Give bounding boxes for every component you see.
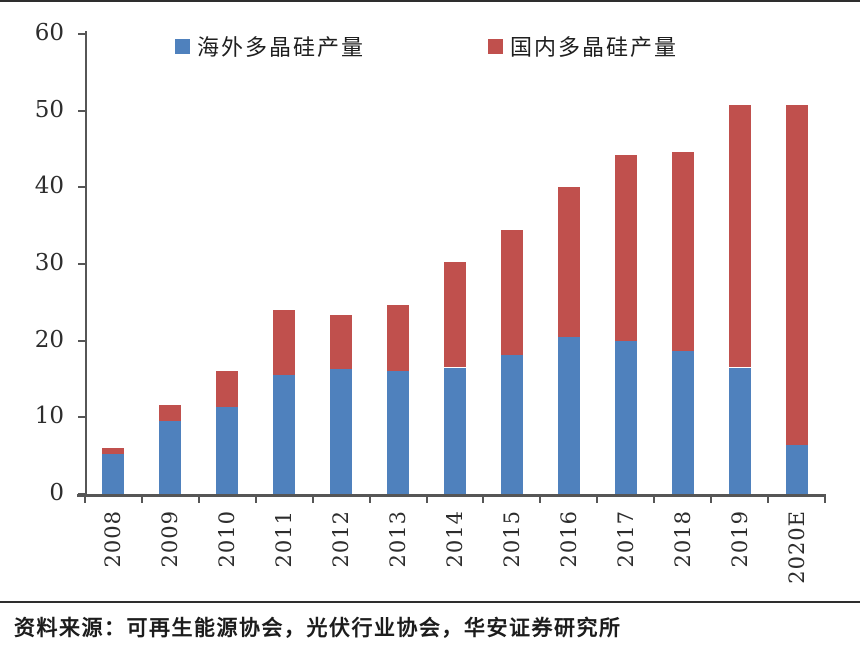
x-axis-label-2009: 2009 — [158, 510, 183, 568]
bar-2019-domestic — [728, 105, 751, 368]
bar-2011-overseas — [273, 375, 296, 494]
bar-2017-domestic — [614, 155, 637, 342]
bar-2014-overseas — [444, 367, 466, 494]
legend-entry-domestic: 国内多晶硅产量 — [488, 30, 678, 62]
bar-2010-domestic — [216, 371, 239, 408]
bar-2009-domestic — [159, 405, 182, 422]
bar-2015-overseas — [500, 355, 523, 494]
x-axis-tick-7 — [482, 497, 485, 503]
bar-2009-overseas — [159, 421, 182, 494]
y-axis-label-50: 50 — [34, 96, 64, 123]
top-divider — [0, 0, 860, 2]
x-axis-label-2015: 2015 — [499, 510, 524, 568]
x-axis-tick-0 — [84, 497, 86, 503]
y-axis-tick-50 — [78, 109, 87, 112]
legend-swatch-domestic — [488, 38, 503, 54]
x-axis-label-2016: 2016 — [556, 510, 581, 568]
bar-2008-domestic — [102, 448, 125, 455]
legend-swatch-overseas — [175, 38, 190, 54]
x-axis-tick-3 — [254, 497, 257, 503]
x-axis-tick-13 — [824, 497, 826, 503]
y-axis-label-20: 20 — [34, 326, 64, 353]
x-axis-tick-2 — [197, 497, 200, 503]
x-axis-label-2018: 2018 — [670, 510, 695, 568]
y-axis-label-10: 10 — [34, 403, 64, 430]
y-axis-label-0: 0 — [49, 480, 64, 506]
bar-2012-domestic — [330, 314, 353, 370]
x-axis-line — [77, 494, 826, 497]
chart-legend: 海外多晶硅产量 国内多晶硅产量 — [0, 28, 860, 61]
y-axis-tick-20 — [78, 339, 87, 342]
x-axis-label-2013: 2013 — [386, 510, 411, 568]
bar-2013-domestic — [387, 305, 410, 372]
bar-2014-domestic — [444, 262, 466, 368]
y-axis-tick-10 — [78, 416, 87, 419]
x-axis-tick-6 — [425, 497, 428, 503]
x-axis-label-2012: 2012 — [329, 510, 354, 568]
x-axis-tick-12 — [767, 497, 770, 503]
bar-2019-overseas — [728, 367, 751, 494]
x-axis-label-2008: 2008 — [101, 510, 126, 568]
source-note: 资料来源：可再生能源协会，光伏行业协会，华安证券研究所 — [14, 615, 622, 640]
x-axis-tick-8 — [539, 497, 542, 503]
x-axis-label-2014: 2014 — [443, 510, 467, 568]
y-axis-tick-30 — [78, 263, 87, 265]
y-axis-tick-40 — [78, 186, 87, 189]
x-axis-label-2010: 2010 — [215, 510, 240, 568]
bar-2020E-overseas — [785, 444, 808, 494]
y-axis-label-30: 30 — [34, 250, 64, 276]
x-axis-label-2011: 2011 — [272, 510, 297, 568]
x-axis-label-2019: 2019 — [727, 510, 752, 568]
y-axis-label-60: 60 — [34, 20, 64, 46]
bar-2016-overseas — [557, 336, 580, 494]
y-axis-tick-60 — [78, 33, 87, 35]
bar-2018-domestic — [671, 152, 694, 352]
legend-label-domestic: 国内多晶硅产量 — [510, 36, 679, 61]
y-axis-label-40: 40 — [34, 173, 64, 200]
bottom-divider — [0, 601, 860, 603]
x-axis-tick-4 — [311, 497, 314, 503]
x-axis-label-2020E: 2020E — [784, 510, 809, 584]
x-axis-tick-10 — [653, 497, 656, 503]
bar-2010-overseas — [216, 407, 239, 494]
legend-entry-overseas: 海外多晶硅产量 — [175, 30, 365, 62]
bar-2013-overseas — [387, 371, 410, 494]
bar-2015-domestic — [500, 229, 523, 356]
bar-2011-domestic — [273, 310, 296, 376]
legend-label-overseas: 海外多晶硅产量 — [197, 36, 366, 61]
x-axis-tick-11 — [710, 497, 713, 503]
x-axis-tick-5 — [368, 497, 371, 503]
x-axis-label-2017: 2017 — [613, 510, 638, 568]
bar-2020E-domestic — [785, 105, 808, 445]
bar-2017-overseas — [614, 341, 637, 494]
bar-2008-overseas — [102, 454, 125, 494]
bar-2018-overseas — [671, 351, 694, 494]
x-axis-tick-1 — [140, 497, 143, 503]
bar-2012-overseas — [330, 369, 353, 494]
x-axis-tick-9 — [596, 497, 599, 503]
bar-2016-domestic — [557, 187, 580, 337]
y-axis-tick-0 — [78, 493, 87, 495]
